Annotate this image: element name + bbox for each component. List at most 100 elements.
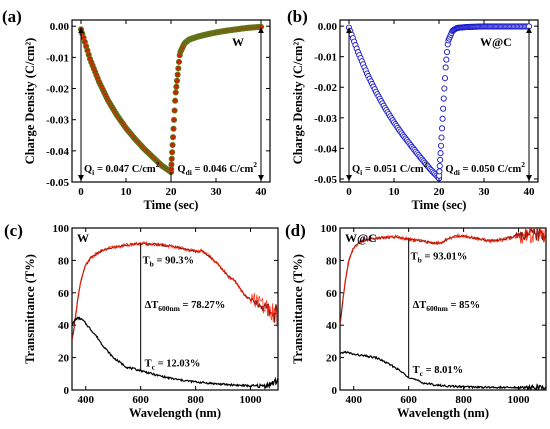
data-point xyxy=(438,125,446,132)
y-tick-label: 20 xyxy=(58,353,70,365)
sample-label: W xyxy=(232,35,244,49)
y-tick-label: 100 xyxy=(53,223,70,235)
y-tick-label: 60 xyxy=(58,288,70,300)
y-tick-label: -0.05 xyxy=(314,174,337,186)
x-tick-label: 800 xyxy=(187,394,204,406)
data-point xyxy=(170,116,178,123)
x-tick-label: 20 xyxy=(166,186,178,198)
qdi-annotation: Qdi = 0.046 C/cm2 xyxy=(177,160,257,177)
x-tick-label: 600 xyxy=(400,394,417,406)
y-axis-label: Transmittance (T%) xyxy=(291,254,305,364)
y-tick-label: 0.00 xyxy=(318,21,338,33)
y-tick-label: -0.04 xyxy=(314,143,337,155)
data-point xyxy=(168,161,175,168)
series-noise-bleached xyxy=(74,240,278,323)
data-point xyxy=(257,23,265,30)
x-tick-label: 40 xyxy=(524,186,536,198)
charge-series xyxy=(345,23,533,182)
x-axis-label: Wavelength (nm) xyxy=(129,406,221,420)
data-point xyxy=(170,125,177,132)
data-point xyxy=(169,134,177,141)
x-tick-label: 600 xyxy=(132,394,149,406)
panel-1-charge-density: 0 10 20 30 40 0.00 -0.01 -0.02 -0.03 -0.04 -0.05 Ti… xyxy=(287,7,539,212)
y-tick-label: 80 xyxy=(326,255,338,267)
spectra xyxy=(72,240,278,390)
y-tick-label: 60 xyxy=(326,288,338,300)
data-point xyxy=(173,77,181,84)
delta-t-annotation: ΔT600nm = 78.27% xyxy=(145,300,226,313)
spectra xyxy=(340,228,546,390)
data-point xyxy=(441,85,448,92)
y-tick-label: -0.02 xyxy=(46,84,69,96)
series-line-colored xyxy=(340,350,546,390)
data-point xyxy=(440,105,447,112)
qi-annotation: Qi = 0.051 C/cm2 xyxy=(352,160,428,177)
x-tick-label: 30 xyxy=(211,186,223,198)
data-point xyxy=(443,49,451,56)
data-point xyxy=(173,83,180,90)
x-tick-label: 1000 xyxy=(508,394,531,406)
x-tick-label: 0 xyxy=(346,186,352,198)
data-point xyxy=(174,71,181,78)
x-tick-label: 10 xyxy=(121,186,133,198)
x-tick-label: 10 xyxy=(389,186,401,198)
y-tick-label: -0.05 xyxy=(46,177,69,189)
x-tick-label: 0 xyxy=(78,186,84,198)
data-point xyxy=(437,150,444,157)
tb-annotation: Tb = 93.01% xyxy=(411,251,468,264)
y-tick-label: 0 xyxy=(332,385,338,397)
data-point xyxy=(172,89,179,96)
data-point xyxy=(171,107,178,114)
y-tick-label: -0.01 xyxy=(314,52,337,64)
y-tick-label: 100 xyxy=(321,223,338,235)
tc-annotation: Tc = 12.03% xyxy=(145,359,201,372)
qdi-annotation: Qdi = 0.050 C/cm2 xyxy=(445,160,525,177)
data-point xyxy=(437,142,445,149)
panel-0-charge-density: 0 10 20 30 40 0.00 -0.01 -0.02 -0.03 -0.04 -0.05 Ti… xyxy=(2,7,271,212)
x-tick-label: 40 xyxy=(256,186,268,198)
x-tick-label: 800 xyxy=(455,394,472,406)
panel-3-transmittance: 400 600 800 1000 0 20 40 60 80 100 Wavelength (nm)… xyxy=(285,221,547,420)
y-tick-label: 40 xyxy=(58,320,70,332)
y-axis-label: Charge Density (C/cm²) xyxy=(23,38,37,165)
data-point xyxy=(175,65,182,72)
data-point xyxy=(436,162,443,170)
data-point xyxy=(169,149,176,156)
qi-annotation: Qi = 0.047 C/cm2 xyxy=(84,160,160,177)
y-tick-label: 80 xyxy=(58,255,70,267)
y-tick-label: -0.02 xyxy=(314,82,337,94)
tc-annotation: Tc = 8.01% xyxy=(413,365,463,378)
tb-annotation: Tb = 90.3% xyxy=(143,256,194,269)
series-line-colored xyxy=(72,316,278,390)
x-axis-label: Time (sec) xyxy=(412,198,467,212)
sample-label: W@C xyxy=(480,35,512,49)
data-point xyxy=(440,95,447,102)
data-point xyxy=(439,115,446,122)
panel-2-transmittance: 400 600 800 1000 0 20 40 60 80 100 Wavelength (nm)… xyxy=(4,221,279,420)
panel-label: (c) xyxy=(4,221,23,240)
y-tick-label: 0.00 xyxy=(50,21,70,33)
y-axis-label: Transmittance (T%) xyxy=(23,254,37,364)
y-axis-label: Charge Density (C/cm²) xyxy=(291,38,305,165)
data-point xyxy=(438,134,445,141)
x-tick-label: 20 xyxy=(434,186,446,198)
panel-label: (d) xyxy=(285,221,306,240)
x-tick-label: 400 xyxy=(77,394,94,406)
panel-label: (b) xyxy=(287,7,308,26)
x-tick-label: 400 xyxy=(345,394,362,406)
data-point xyxy=(175,58,183,65)
x-axis-label: Wavelength (nm) xyxy=(397,406,489,420)
data-point xyxy=(442,64,449,71)
charge-series xyxy=(77,23,265,176)
y-tick-label: -0.01 xyxy=(46,52,69,64)
y-tick-label: -0.03 xyxy=(314,113,337,125)
data-point xyxy=(436,168,443,175)
y-tick-label: 40 xyxy=(326,320,338,332)
panel-label: (a) xyxy=(2,7,22,26)
data-point xyxy=(441,75,449,82)
data-point xyxy=(169,141,176,149)
x-tick-label: 1000 xyxy=(240,394,263,406)
sample-label: W@C xyxy=(345,231,377,245)
y-tick-label: -0.03 xyxy=(46,115,69,127)
